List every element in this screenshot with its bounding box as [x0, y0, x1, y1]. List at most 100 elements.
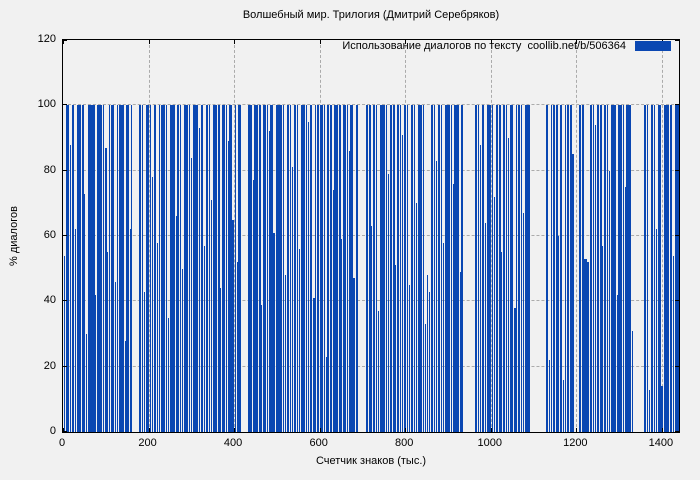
x-gridline [576, 40, 578, 432]
data-bar [252, 180, 254, 432]
data-bar [417, 105, 422, 432]
data-bar [355, 105, 357, 432]
plot-area [62, 39, 680, 433]
data-bar [388, 173, 390, 432]
data-bar [211, 200, 212, 432]
data-bar [294, 105, 297, 432]
data-bar [149, 105, 152, 432]
data-bar [441, 105, 443, 432]
data-bar [548, 360, 551, 432]
data-bar [514, 307, 516, 432]
data-bar [665, 105, 670, 432]
data-bar [378, 311, 380, 432]
y-tick-label: 40 [43, 294, 56, 307]
data-bar [371, 226, 373, 432]
x-tick-label: 800 [395, 437, 414, 449]
data-bar [481, 105, 484, 432]
data-bar [320, 105, 323, 432]
data-bar [105, 147, 107, 432]
data-bar [654, 105, 656, 432]
data-bar [365, 105, 369, 432]
data-bar [565, 105, 567, 432]
data-bar [308, 121, 310, 432]
data-bar [518, 105, 521, 432]
data-bar [413, 105, 416, 432]
legend-label: Использование диалогов по тексту coollib… [342, 40, 626, 52]
data-bar [296, 105, 299, 432]
data-bar [402, 134, 404, 432]
data-bar [563, 379, 565, 432]
data-bar [457, 105, 459, 432]
data-bar [180, 105, 182, 432]
data-bar [126, 105, 129, 432]
data-bar [83, 193, 86, 432]
legend: Использование диалогов по тексту coollib… [342, 40, 671, 52]
data-bar [445, 105, 450, 432]
data-bar [309, 105, 313, 432]
data-bar [327, 105, 330, 432]
data-bar [452, 183, 454, 432]
y-tick-mark [63, 300, 67, 302]
data-bar [614, 105, 616, 432]
data-bar [376, 105, 378, 432]
data-bar [173, 105, 175, 432]
data-bar [144, 291, 146, 432]
data-bar [168, 317, 170, 432]
y-tick-mark [63, 104, 67, 106]
y-gridline [63, 104, 679, 106]
x-gridline [148, 40, 150, 432]
data-bar [286, 105, 290, 432]
data-bar [200, 105, 204, 432]
data-bar [624, 187, 626, 432]
data-bar [156, 242, 158, 432]
data-bar [348, 151, 350, 432]
data-bar [102, 105, 105, 432]
data-bar [430, 105, 433, 432]
x-tick-mark [661, 428, 663, 432]
data-bar [229, 105, 232, 432]
y-tick-mark [675, 431, 679, 432]
data-bar [403, 105, 407, 432]
y-tick-label: 80 [43, 163, 56, 176]
data-bar [503, 105, 506, 432]
data-bar [558, 236, 560, 432]
data-bar [486, 105, 489, 432]
data-bar [415, 203, 417, 432]
data-bar [643, 105, 647, 432]
data-bar [622, 105, 624, 432]
data-bar [501, 252, 503, 432]
data-bar [672, 255, 674, 432]
data-bar [299, 249, 301, 432]
data-bar [65, 105, 69, 432]
x-gridline [490, 40, 492, 432]
y-gridline [63, 235, 679, 236]
data-bar [218, 105, 220, 432]
x-tick-label: 200 [138, 437, 157, 449]
data-bar [184, 105, 189, 432]
data-bar [422, 105, 425, 432]
y-tick-label: 20 [43, 359, 56, 372]
data-bar [346, 105, 348, 432]
data-bar [339, 105, 341, 432]
data-bar [343, 105, 346, 432]
y-gridline [63, 169, 679, 171]
data-bar [560, 105, 563, 432]
data-bar [63, 255, 66, 432]
data-bar [477, 105, 480, 432]
data-bar [111, 105, 115, 432]
data-bar [400, 105, 402, 432]
data-bar [261, 304, 263, 432]
x-tick-mark [319, 40, 321, 44]
data-bar [590, 105, 593, 432]
data-bar [196, 105, 198, 432]
x-tick-label: 1000 [477, 437, 502, 449]
data-bar [489, 105, 492, 432]
x-tick-mark [234, 40, 236, 44]
data-bar [247, 105, 250, 432]
data-bar [275, 105, 277, 432]
data-bar [96, 105, 102, 432]
data-bar [670, 105, 672, 432]
data-bar [510, 105, 514, 432]
data-bar [618, 105, 622, 432]
